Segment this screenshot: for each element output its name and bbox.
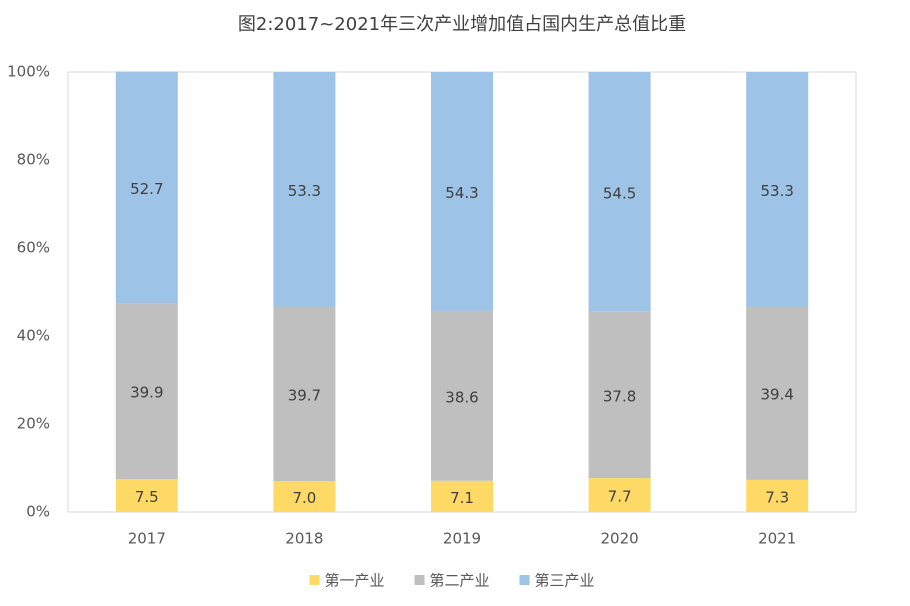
bar-segment [588,478,651,512]
bar-segment [746,306,809,480]
bar-segment [431,72,493,311]
value-label: 38.6 [445,388,478,406]
value-label: 7.3 [765,488,789,506]
value-label: 39.4 [760,386,793,404]
value-label: 39.9 [130,384,163,402]
value-label: 7.1 [450,489,474,507]
value-label: 7.5 [135,488,159,506]
bar-segment [746,479,809,512]
value-label: 7.7 [608,488,632,506]
legend-swatch [309,575,320,585]
legend-swatch [519,575,530,585]
bar-segment [115,479,178,512]
x-tick-label: 2017 [128,530,166,548]
legend-label: 第一产业 [325,572,385,590]
bar-segment [273,481,336,512]
bar-segment [115,303,178,479]
bar-segment [431,310,493,481]
chart-title: 图2:2017~2021年三次产业增加值占国内生产总值比重 [238,14,686,35]
value-label: 52.7 [130,180,163,198]
bar-segment [431,480,493,512]
value-label: 54.3 [445,184,478,202]
value-label: 39.7 [288,386,321,404]
x-tick-label: 2019 [443,530,481,548]
bar-segment [273,72,336,307]
value-label: 53.3 [760,182,793,200]
bar-segment [746,72,809,307]
value-label: 54.5 [603,184,636,202]
x-tick-label: 2018 [285,530,323,548]
value-label: 7.0 [292,489,316,507]
y-tick-label: 40% [17,327,50,345]
value-label: 53.3 [288,182,321,200]
bar-segment [588,311,651,479]
x-tick-label: 2020 [601,530,639,548]
y-tick-label: 80% [17,151,50,169]
value-label: 37.8 [603,387,636,405]
legend-label: 第三产业 [535,572,595,590]
bar-segment [273,306,336,482]
legend-label: 第二产业 [430,572,490,590]
x-tick-label: 2021 [758,530,796,548]
y-tick-label: 100% [7,63,50,81]
bar-segment [588,72,651,312]
bar-segment [115,71,178,304]
legend-swatch [414,575,425,585]
y-tick-label: 0% [26,503,50,521]
y-tick-label: 20% [17,415,50,433]
y-tick-label: 60% [17,239,50,257]
